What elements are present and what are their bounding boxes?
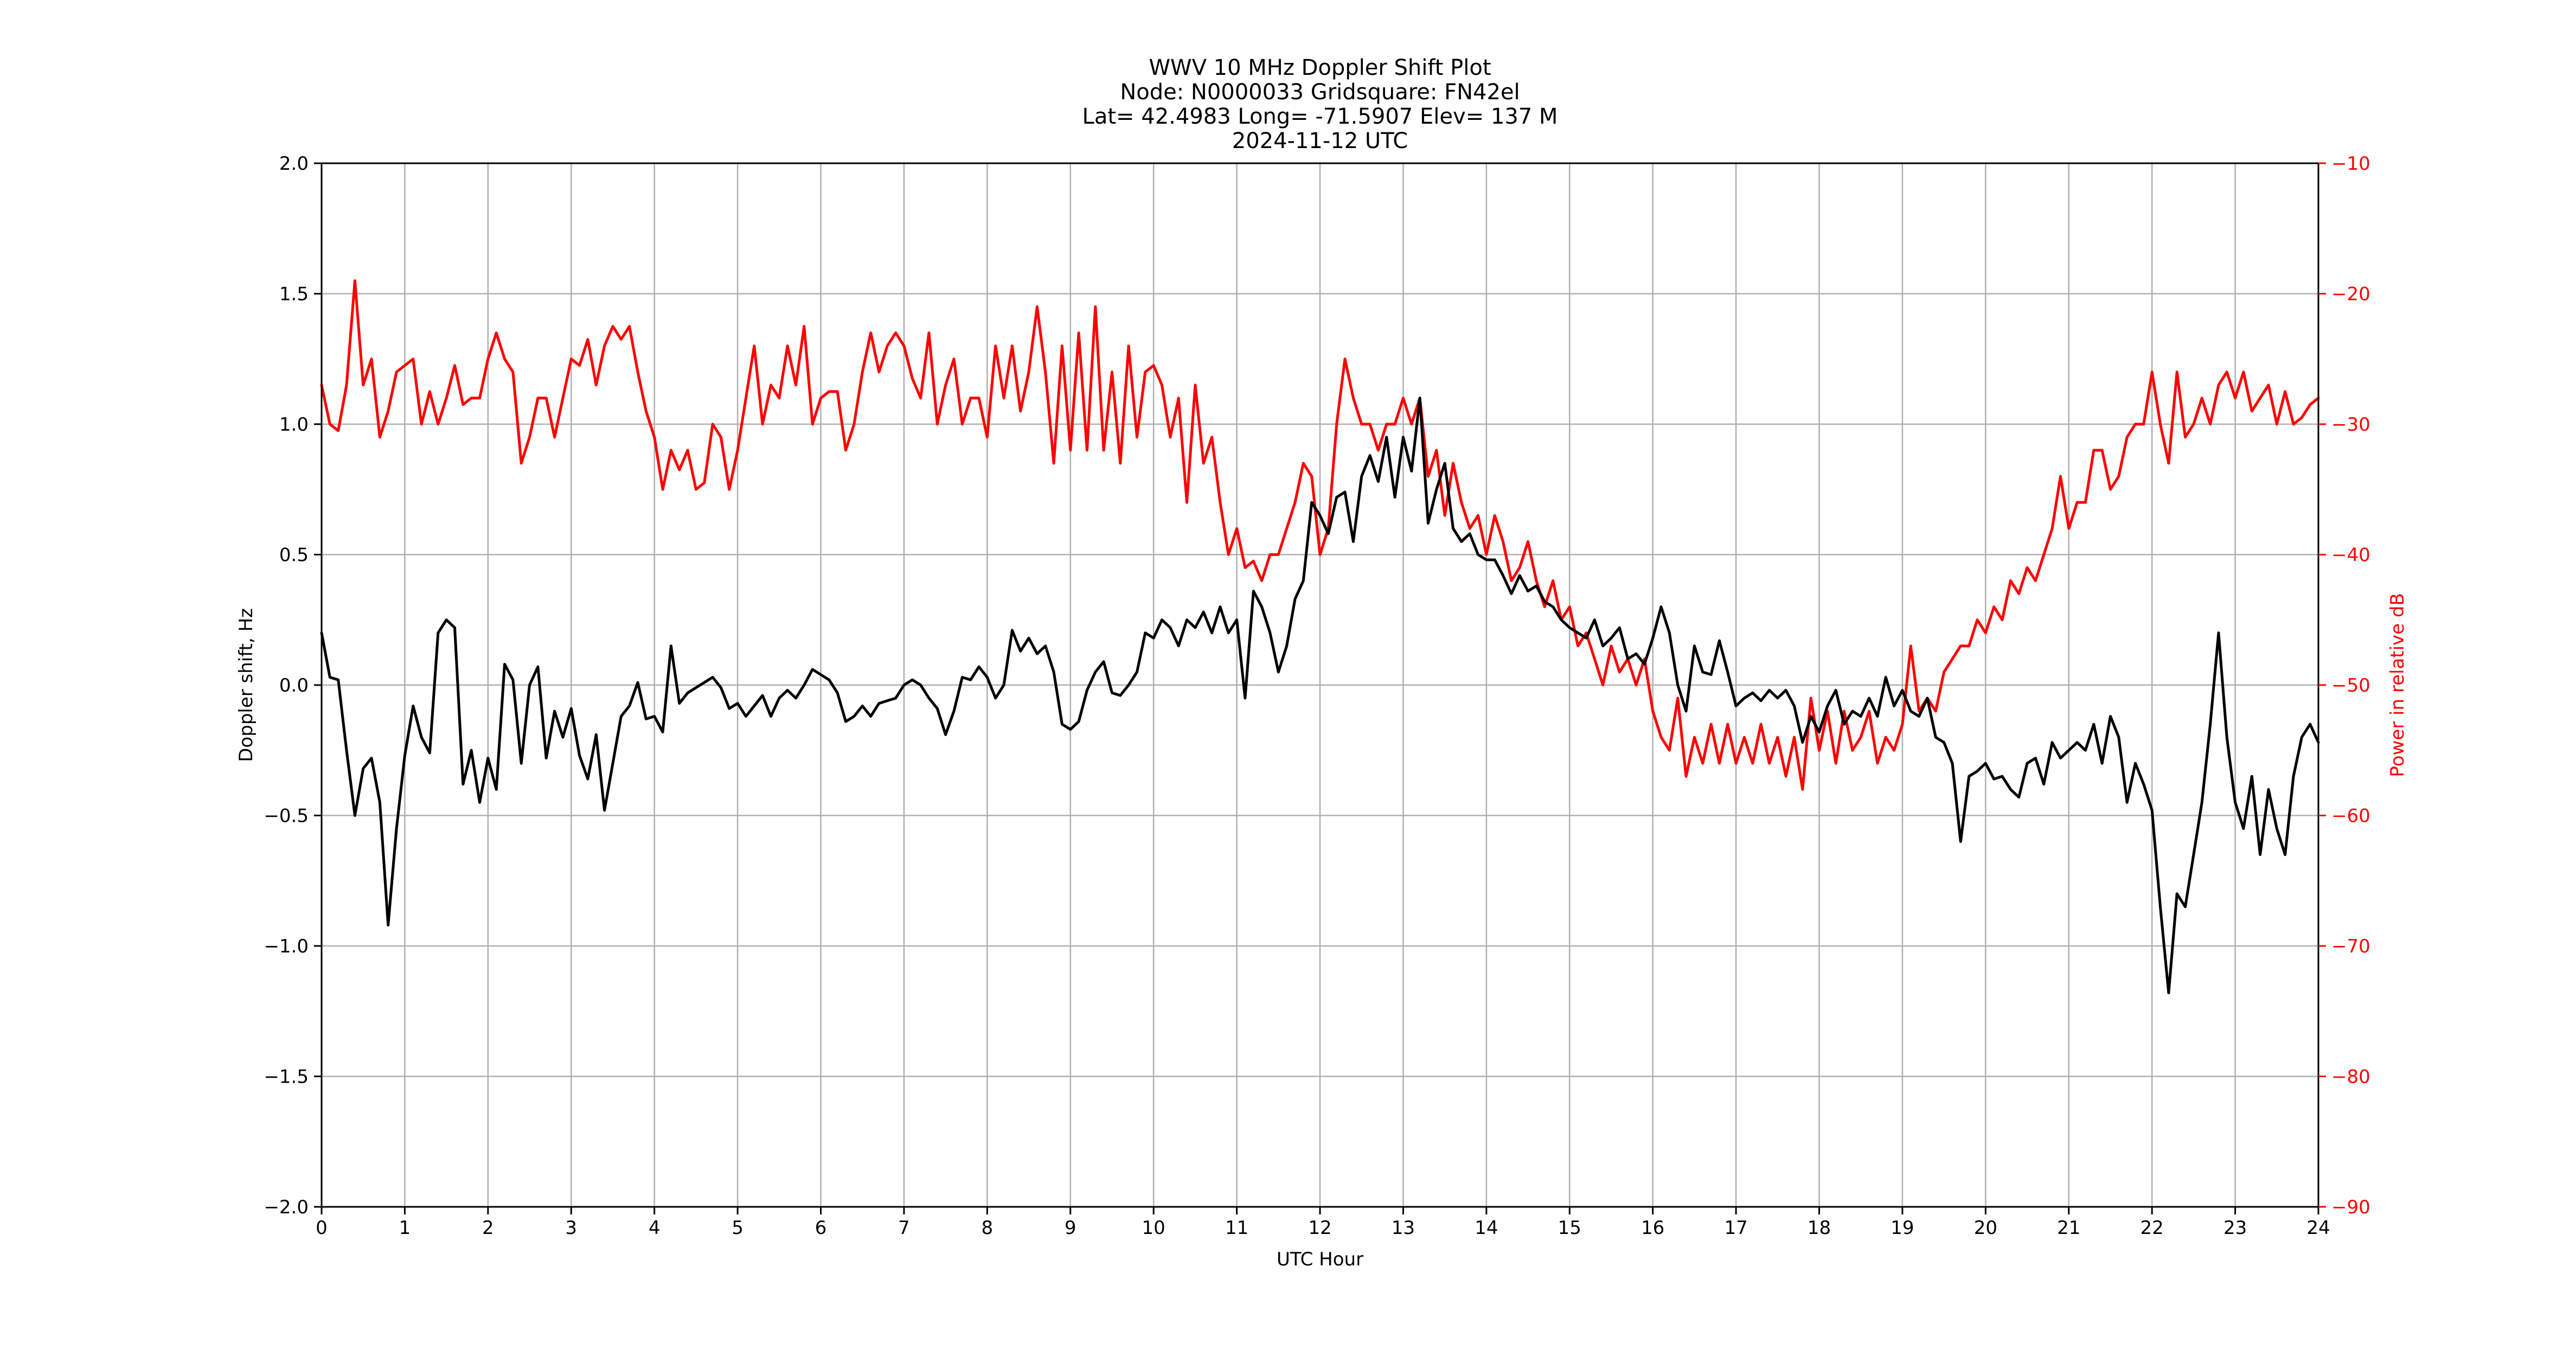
x-tick-label: 6 <box>815 1217 827 1239</box>
y-right-tick-label: −80 <box>2331 1066 2370 1088</box>
power-series-line <box>320 279 2320 791</box>
x-tick-label: 1 <box>399 1217 411 1239</box>
y-right-tick-label: −30 <box>2331 414 2370 436</box>
x-tick-label: 16 <box>1641 1217 1664 1239</box>
x-tick-label: 0 <box>316 1217 328 1239</box>
y-axis-label: Doppler shift, Hz <box>235 608 257 762</box>
chart-title-line: 2024-11-12 UTC <box>1232 129 1408 153</box>
x-tick-label: 7 <box>898 1217 910 1239</box>
y-tick-label: −2.0 <box>264 1197 309 1218</box>
x-tick-label: 12 <box>1308 1217 1331 1239</box>
x-axis-label: UTC Hour <box>1277 1249 1363 1270</box>
x-tick-label: 11 <box>1225 1217 1248 1239</box>
x-tick-label: 3 <box>565 1217 577 1239</box>
x-tick-label: 19 <box>1891 1217 1914 1239</box>
chart-title-line: WWV 10 MHz Doppler Shift Plot <box>1149 55 1491 80</box>
chart-title-line: Lat= 42.4983 Long= -71.5907 Elev= 137 M <box>1082 104 1558 129</box>
y-tick-label: 0.5 <box>279 545 309 566</box>
x-tick-label: 20 <box>1974 1217 1997 1239</box>
doppler-series-line <box>320 396 2320 995</box>
y-right-tick-label: −10 <box>2331 153 2370 175</box>
y-right-tick-label: −90 <box>2331 1197 2370 1218</box>
x-tick-label: 8 <box>982 1217 994 1239</box>
x-tick-label: 23 <box>2223 1217 2247 1239</box>
y-right-tick-label: −50 <box>2331 675 2370 696</box>
ticks: 0 1 2 3 4 5 6 7 8 9 10 11 12 13 14 15 16 17 18 19 20 21 22 23 24… <box>264 153 2370 1239</box>
x-tick-label: 5 <box>732 1217 744 1239</box>
series-group <box>320 279 2320 995</box>
x-tick-label: 24 <box>2306 1217 2330 1239</box>
y-right-tick-label: −40 <box>2331 545 2370 566</box>
y-right-tick-label: −20 <box>2331 284 2370 305</box>
x-tick-label: 17 <box>1724 1217 1747 1239</box>
y-tick-label: −1.0 <box>264 936 309 957</box>
grid <box>321 162 2319 1208</box>
x-tick-label: 9 <box>1065 1217 1076 1239</box>
y-tick-label: 0.0 <box>279 675 309 696</box>
x-tick-label: 18 <box>1808 1217 1831 1239</box>
y-tick-label: 1.5 <box>279 284 309 305</box>
y-tick-label: 2.0 <box>279 153 309 175</box>
x-tick-label: 14 <box>1475 1217 1498 1239</box>
chart-title-line: Node: N0000033 Gridsquare: FN42el <box>1120 80 1520 105</box>
y-axis-label-right: Power in relative dB <box>2387 593 2408 777</box>
x-tick-label: 4 <box>649 1217 661 1239</box>
x-tick-label: 2 <box>482 1217 494 1239</box>
x-tick-label: 22 <box>2141 1217 2164 1239</box>
x-tick-label: 15 <box>1558 1217 1581 1239</box>
y-tick-label: 1.0 <box>279 414 309 436</box>
y-tick-label: −1.5 <box>264 1066 309 1088</box>
x-tick-label: 13 <box>1392 1217 1415 1239</box>
y-tick-label: −0.5 <box>264 805 309 827</box>
y-right-tick-label: −70 <box>2331 936 2370 957</box>
y-right-tick-label: −60 <box>2331 805 2370 827</box>
x-tick-label: 21 <box>2057 1217 2080 1239</box>
x-tick-label: 10 <box>1142 1217 1165 1239</box>
